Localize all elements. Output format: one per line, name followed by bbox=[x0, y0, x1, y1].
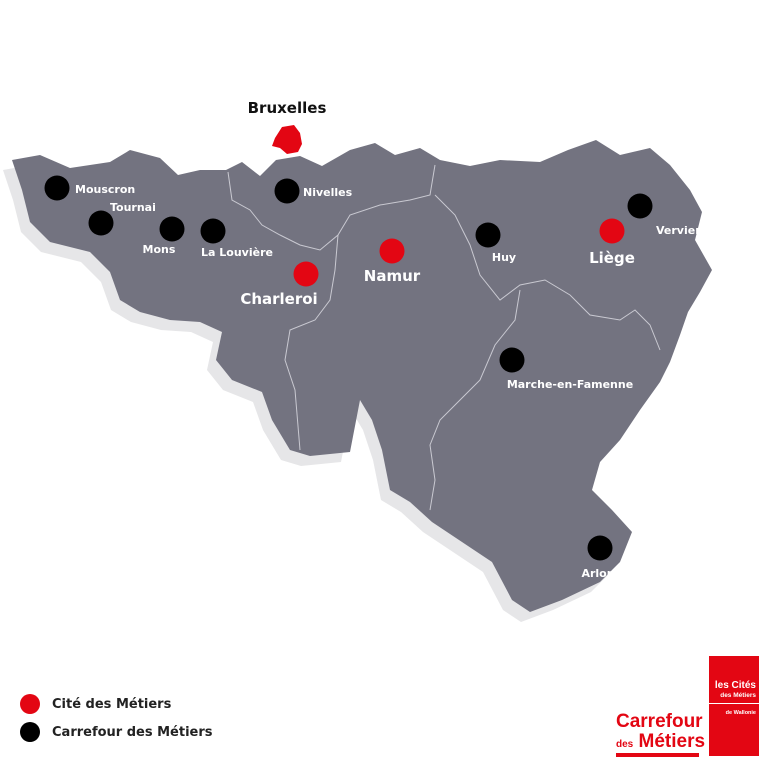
province-border bbox=[227, 164, 436, 251]
carrefour-marker bbox=[44, 175, 70, 201]
place-label: Charleroi bbox=[240, 290, 317, 308]
carrefour-marker bbox=[200, 218, 226, 244]
place-label: La Louvière bbox=[201, 246, 273, 259]
place-label: Nivelles bbox=[303, 186, 353, 199]
place-label: Marche-en-Famenne bbox=[507, 378, 633, 391]
logo-text: de Wallonie bbox=[725, 710, 756, 716]
place-label: Mouscron bbox=[75, 183, 135, 196]
cite-marker bbox=[379, 238, 405, 264]
carrefour-marker bbox=[159, 216, 185, 242]
legend-item-carrefour: Carrefour des Métiers bbox=[20, 718, 213, 746]
red-dot-icon bbox=[20, 694, 40, 714]
legend-item-cite: Cité des Métiers bbox=[20, 690, 213, 718]
carrefour-marker bbox=[274, 178, 300, 204]
place-label: Arlon bbox=[581, 567, 614, 580]
carrefour-marker bbox=[499, 347, 525, 373]
black-dot-icon bbox=[20, 722, 40, 742]
logo-text: des bbox=[616, 739, 634, 750]
place-label: Huy bbox=[492, 251, 516, 264]
place-label: Liège bbox=[589, 249, 635, 267]
brussels-region bbox=[272, 125, 302, 154]
province-borders bbox=[227, 164, 661, 511]
legend-label: Cité des Métiers bbox=[52, 696, 172, 712]
province-border bbox=[284, 234, 339, 451]
carrefour-des-metiers-logo: Carrefour des Métiers bbox=[616, 712, 705, 755]
legend: Cité des Métiers Carrefour des Métiers bbox=[20, 690, 213, 746]
logo-underline bbox=[616, 753, 699, 757]
carrefour-marker bbox=[627, 193, 653, 219]
place-label: Verviers bbox=[656, 224, 708, 237]
logo-text: les Cités bbox=[714, 680, 756, 691]
province-border bbox=[429, 289, 521, 511]
province-border bbox=[434, 194, 661, 351]
legend-label: Carrefour des Métiers bbox=[52, 724, 213, 740]
carrefour-marker bbox=[88, 210, 114, 236]
cites-des-metiers-logo: les Cités des Métiers de Wallonie bbox=[709, 656, 759, 756]
place-label: Tournai bbox=[110, 201, 156, 214]
logo-divider bbox=[709, 703, 759, 704]
carrefour-marker bbox=[587, 535, 613, 561]
cite-marker bbox=[599, 218, 625, 244]
cite-marker bbox=[293, 261, 319, 287]
logo-text: Carrefour bbox=[616, 711, 703, 732]
carrefour-marker bbox=[475, 222, 501, 248]
wallonia-region bbox=[12, 140, 712, 612]
place-label: Mons bbox=[143, 243, 176, 256]
logo-text: Métiers bbox=[638, 731, 706, 752]
logo-text: des Métiers bbox=[720, 692, 756, 699]
place-label: Namur bbox=[364, 267, 421, 285]
brussels-label: Bruxelles bbox=[248, 99, 327, 117]
